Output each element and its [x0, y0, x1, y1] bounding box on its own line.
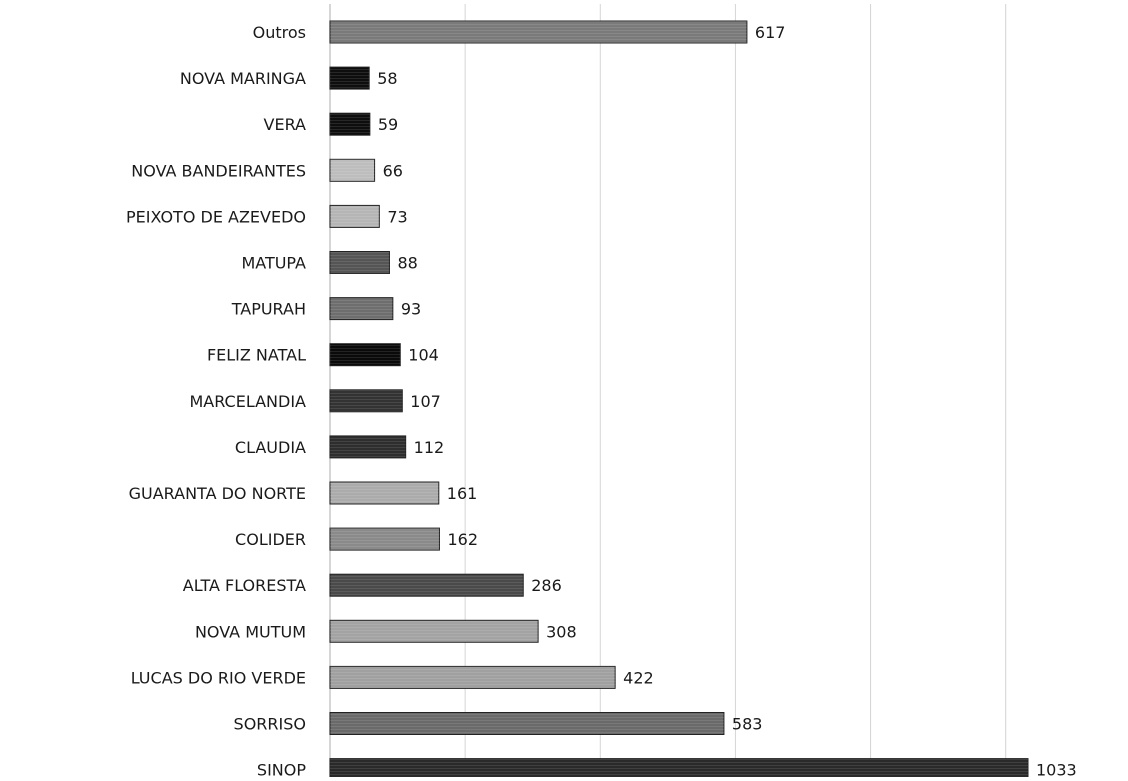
bar-texture [330, 389, 403, 412]
value-label: 162 [447, 530, 478, 549]
bar-texture [330, 435, 406, 458]
value-label: 617 [755, 23, 786, 42]
category-label: TAPURAH [231, 300, 306, 319]
category-label: ALTA FLORESTA [183, 576, 306, 595]
bar-texture [330, 159, 375, 182]
bar-texture [330, 113, 370, 136]
bar-texture [330, 67, 370, 90]
bar-texture [330, 21, 747, 43]
value-label: 73 [387, 207, 407, 226]
bar-texture [330, 205, 380, 228]
category-label: COLIDER [235, 530, 306, 549]
value-label: 422 [623, 668, 654, 687]
value-label: 88 [397, 254, 417, 273]
category-label: PEIXOTO DE AZEVEDO [126, 207, 306, 226]
bar-texture [330, 758, 1028, 781]
category-label: NOVA MARINGA [180, 69, 306, 88]
bar-texture [330, 251, 390, 274]
category-label: NOVA MUTUM [195, 622, 306, 641]
category-label: GUARANTA DO NORTE [129, 484, 306, 503]
value-label: 107 [410, 392, 441, 411]
value-label: 93 [401, 300, 421, 319]
value-label: 286 [531, 576, 562, 595]
category-label: SORRISO [234, 715, 306, 734]
bar-texture [330, 574, 524, 597]
bar-texture [330, 666, 616, 689]
value-label: 59 [378, 115, 398, 134]
category-label: CLAUDIA [235, 438, 306, 457]
bar-texture [330, 297, 393, 320]
category-label: VERA [264, 115, 307, 134]
bar-texture [330, 482, 439, 504]
value-label: 66 [383, 161, 403, 180]
value-label: 104 [408, 346, 439, 365]
category-label: MARCELANDIA [189, 392, 306, 411]
category-label: LUCAS DO RIO VERDE [131, 668, 306, 687]
category-label: NOVA BANDEIRANTES [131, 161, 306, 180]
value-label: 1033 [1036, 761, 1077, 777]
value-label: 58 [377, 69, 397, 88]
category-label: Outros [253, 23, 306, 42]
bar-texture [330, 528, 440, 551]
category-label: SINOP [257, 761, 306, 777]
labels: Outros 617 NOVA MARINGA 58 VERA 59 NOVA BANDEI… [126, 23, 1077, 780]
bar-texture [330, 712, 724, 735]
value-label: 161 [447, 484, 478, 503]
category-label: MATUPA [241, 254, 306, 273]
category-label: FELIZ NATAL [207, 346, 306, 365]
value-label: 112 [414, 438, 445, 457]
gridlines [329, 4, 1007, 777]
value-label: 583 [732, 715, 763, 734]
bar-texture [330, 620, 539, 643]
bar-texture [330, 343, 401, 366]
value-label: 308 [546, 622, 577, 641]
